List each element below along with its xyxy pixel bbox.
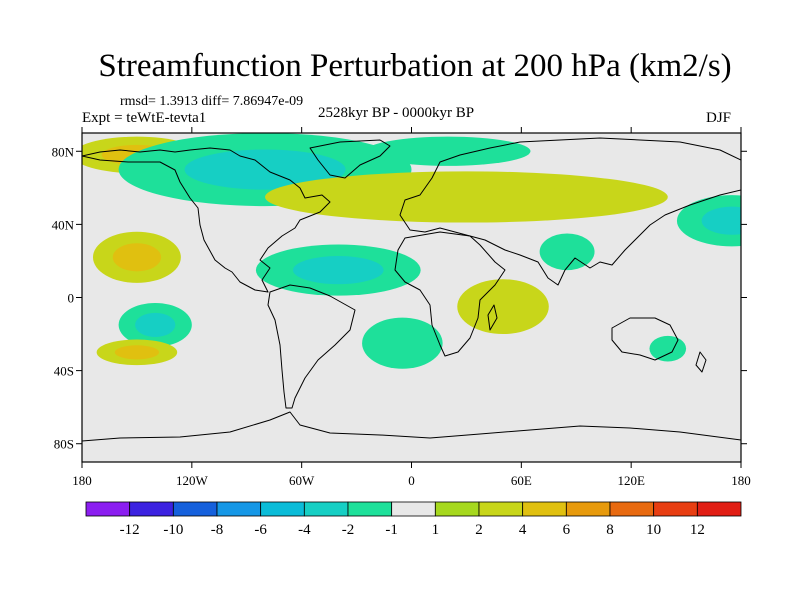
y-axis: 80N 40N 0 40S 80S [52,144,747,452]
colorbar-swatch [85,501,131,517]
colorbar-swatch [696,501,742,517]
coastline-madagascar [487,304,498,331]
colorbar-swatch [653,501,698,517]
colorbar-swatch [391,501,436,517]
colorbar-label: -1 [385,522,398,538]
y-tick-label: 40N [52,217,75,232]
colorbar-label: 2 [475,522,483,538]
anomaly-core [701,206,741,235]
x-tick-label: 0 [408,473,415,488]
coastlines [82,137,741,442]
colorbar-swatch [609,501,655,517]
coastline-africa [394,231,506,357]
experiment-label: Expt = teWtE-tevta1 [82,110,207,126]
y-tick-label: 80N [52,144,75,159]
y-tick-label: 80S [54,437,74,452]
x-tick-label: 120E [617,473,645,488]
x-tick-label: 60W [289,473,315,488]
colorbar-label: -4 [298,522,311,538]
x-axis: 180 120W 60W 0 60E 120E 180 [72,127,751,488]
colorbar-label: -8 [211,522,224,538]
colorbar-label: 12 [690,522,705,538]
colorbar-swatch [172,501,218,517]
colorbar-label: -6 [254,522,267,538]
anomaly-region [362,317,443,369]
coastline-australia [611,317,679,361]
colorbar-label: 1 [432,522,440,538]
colorbar-swatch [129,501,174,517]
coastline-south-america [267,284,356,409]
stats-label: rmsd= 1.3913 diff= 7.86947e-09 [120,94,304,109]
anomaly-core [355,182,578,212]
x-tick-label: 120W [176,473,209,488]
anomaly-core [114,345,160,360]
anomaly-core [112,243,162,272]
colorbar-swatch [260,501,305,517]
colorbar-label: -10 [163,522,183,538]
x-tick-label: 60E [511,473,532,488]
chart-title: Streamfunction Perturbation at 200 hPa (… [98,48,732,84]
anomaly-core [184,149,346,190]
coastline-new-zealand [695,351,707,373]
colorbar-label: 10 [646,522,661,538]
x-tick-label: 180 [731,473,751,488]
colorbar-label: -12 [120,522,140,538]
coastline-eurasia [399,137,741,286]
contour-fill-layer [82,133,741,369]
colorbar: -12 -10 -8 -6 -4 -2 -1 1 2 4 6 8 10 12 [85,501,742,538]
period-label: 2528kyr BP - 0000kyr BP [318,105,475,121]
x-tick-label: 180 [72,473,92,488]
colorbar-swatch [478,501,524,517]
colorbar-swatch [434,501,480,517]
anomaly-region [457,279,549,335]
coastline-greenland [309,139,391,179]
anomaly-region [649,335,687,362]
colorbar-label: 6 [563,522,571,538]
y-tick-label: 0 [68,291,75,306]
colorbar-label: 4 [519,522,527,538]
season-label: DJF [706,110,732,126]
colorbar-swatch [347,501,393,517]
anomaly-core [135,312,176,337]
anomaly-region [365,136,531,166]
colorbar-label: -2 [342,522,355,538]
colorbar-label: 8 [606,522,614,538]
coastline-antarctica [82,411,741,442]
colorbar-swatch [522,501,567,517]
colorbar-swatch [565,501,611,517]
anomaly-region [539,233,595,271]
colorbar-swatch [303,501,349,517]
y-tick-label: 40S [54,364,74,379]
coastline-north-america [82,147,331,293]
anomaly-core [292,256,384,285]
colorbar-swatch [216,501,262,517]
